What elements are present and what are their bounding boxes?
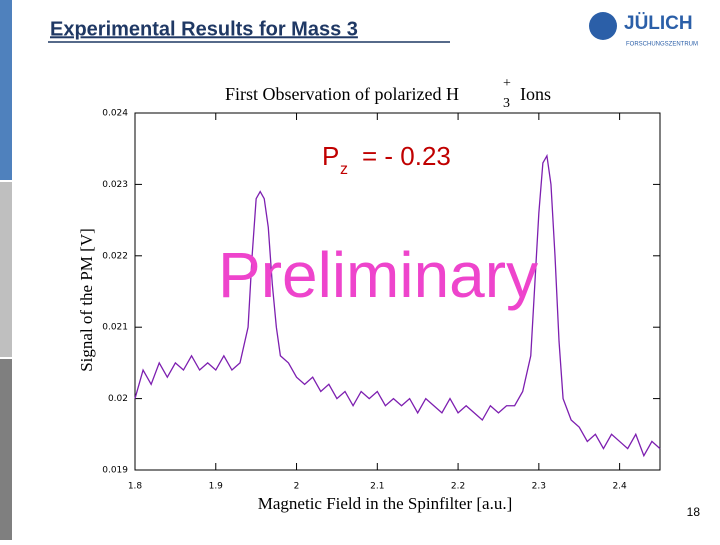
x-tick-label: 2 [294, 482, 300, 492]
y-tick-label: 0.022 [102, 251, 128, 261]
x-tick-label: 2.4 [612, 482, 627, 492]
logo-icon [589, 12, 617, 40]
x-tick-label: 1.9 [209, 482, 224, 492]
slide-title: Experimental Results for Mass 3 [50, 18, 358, 40]
chart-title-text: First Observation of polarized H [225, 84, 459, 104]
x-axis-label: Magnetic Field in the Spinfilter [a.u.] [258, 494, 512, 513]
x-tick-label: 2.1 [370, 482, 384, 492]
y-tick-label: 0.02 [108, 394, 128, 404]
chart-title: First Observation of polarized H [225, 84, 459, 104]
y-axis-label: Signal of the PM [V] [77, 228, 96, 372]
annotation-rest: = - 0.23 [362, 141, 451, 171]
plot-frame [134, 112, 661, 471]
side-stripe [0, 0, 12, 180]
x-tick-label: 1.8 [128, 482, 143, 492]
y-tick-label: 0.024 [102, 109, 128, 119]
x-tick-label: 2.3 [532, 482, 546, 492]
y-tick-label: 0.021 [102, 323, 128, 333]
watermark: Preliminary [218, 239, 538, 311]
logo: JÜLICH [624, 13, 693, 34]
plot: 0.019 0.02 0.021 0.022 0.023 0.024 1.8 1.9 2 2.1 2… [102, 109, 661, 492]
logo-subtitle: FORSCHUNGSZENTRUM [626, 42, 698, 48]
page-number: 18 [687, 505, 701, 519]
side-stripe [0, 359, 12, 540]
annotation-sub: z [340, 161, 348, 178]
series-line [134, 153, 661, 458]
side-stripe [0, 182, 12, 357]
x-tick-label: 2.2 [451, 482, 465, 492]
chart-title-sup: + [503, 76, 511, 91]
chart-title-sub: 3 [503, 96, 510, 111]
y-tick-label: 0.023 [102, 180, 128, 190]
chart-title-suffix: Ions [520, 84, 551, 104]
annotation: P [322, 141, 339, 171]
y-tick-label: 0.019 [102, 466, 128, 476]
